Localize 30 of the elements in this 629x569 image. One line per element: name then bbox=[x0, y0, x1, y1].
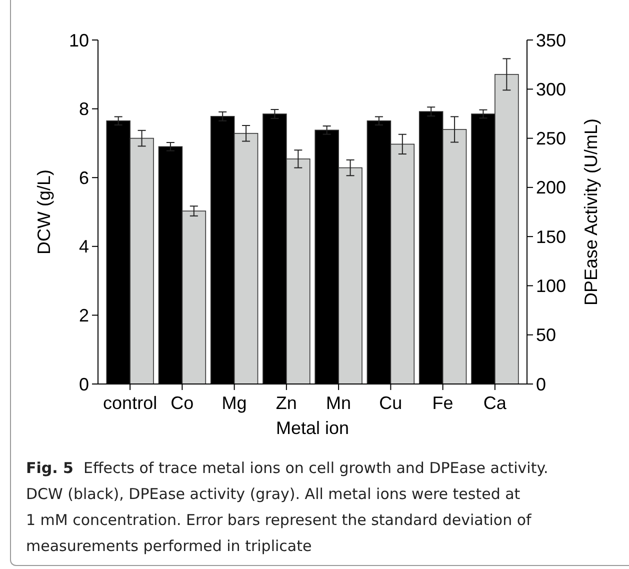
y-tick-label: 2 bbox=[78, 306, 89, 326]
y-axis-title: DCW (g/L) bbox=[34, 170, 54, 254]
text: DCW (black), DPEase activity (gray). All metal ions were tested at bbox=[26, 485, 520, 503]
x-tick-label: Mg bbox=[222, 393, 247, 413]
x-tick-label: Co bbox=[170, 393, 194, 413]
x-tick-label: Ca bbox=[483, 393, 508, 413]
caption: Fig. 5 bbox=[26, 459, 74, 477]
y-tick-label: 8 bbox=[78, 99, 89, 120]
x-tick-label: Cu bbox=[379, 393, 402, 413]
y2-axis-title: DPEase Activity (U/mL) bbox=[581, 118, 601, 306]
y2-tick-label: 300 bbox=[536, 79, 566, 100]
y2-tick-label: 50 bbox=[536, 325, 556, 346]
y2-tick-label: 350 bbox=[536, 30, 566, 50]
y-tick-label: 10 bbox=[68, 30, 89, 50]
x-tick-label: control bbox=[103, 393, 158, 413]
y-tick-label: 0 bbox=[78, 374, 89, 394]
x-tick-label: Zn bbox=[276, 393, 297, 413]
y2-tick-label: 200 bbox=[536, 178, 566, 198]
text: 1 mM concentration. Error bars represent the standard deviation of bbox=[26, 511, 532, 529]
y2-tick-label: 100 bbox=[536, 276, 566, 296]
y2-tick-label: 0 bbox=[536, 374, 546, 394]
text: measurements performed in triplicate bbox=[26, 537, 312, 555]
text: Effects of trace metal ions on cell growth and DPEase activity. bbox=[83, 459, 548, 477]
y-tick-label: 6 bbox=[78, 168, 89, 188]
y2-tick-label: 150 bbox=[536, 226, 566, 247]
x-tick-label: Mn bbox=[326, 393, 352, 413]
y2-tick-label: 250 bbox=[536, 128, 566, 149]
x-axis-title: Metal ion bbox=[276, 418, 350, 438]
x-tick-label: Fe bbox=[432, 393, 454, 413]
y-tick-label: 4 bbox=[78, 236, 89, 257]
